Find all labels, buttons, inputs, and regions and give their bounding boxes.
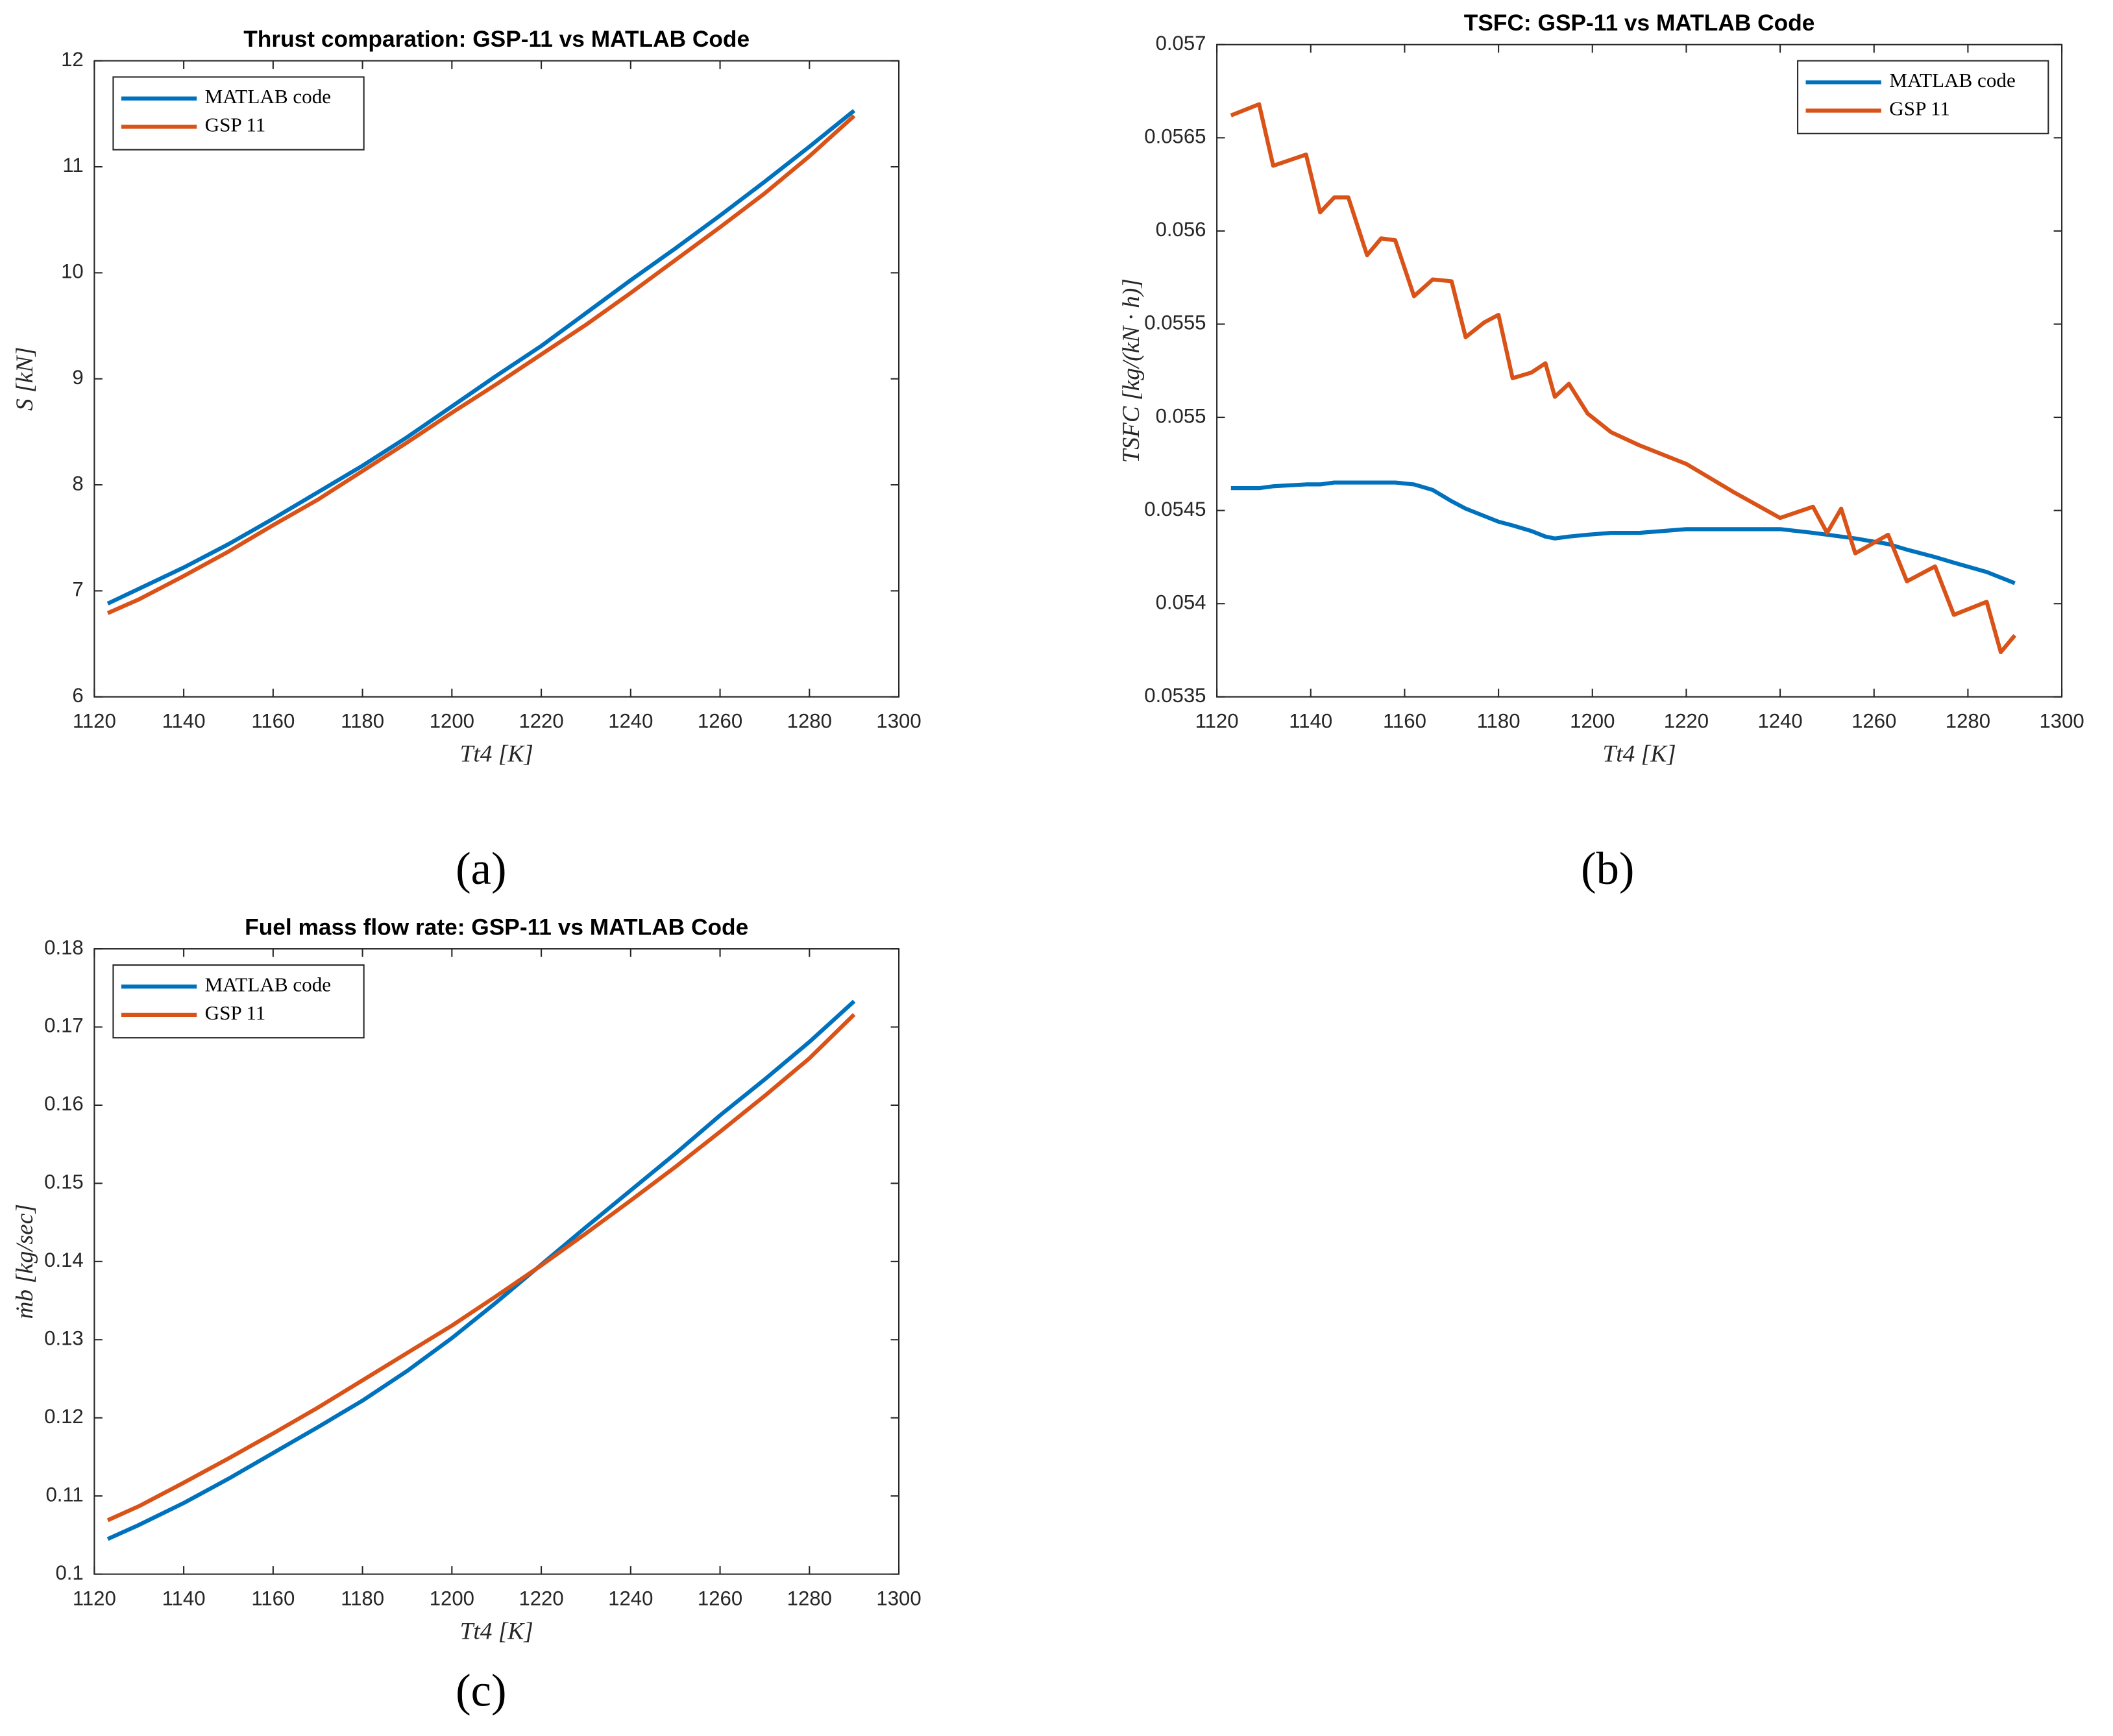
- x-tick-label: 1300: [2039, 709, 2084, 732]
- x-tick-label: 1300: [876, 1587, 921, 1609]
- legend-label: GSP 11: [1889, 97, 1950, 120]
- y-tick-label: 0.12: [44, 1405, 84, 1428]
- y-tick-label: 0.057: [1156, 32, 1206, 55]
- x-tick-label: 1220: [519, 709, 563, 732]
- series-line: [106, 999, 856, 1541]
- chart-panel: 1120 1140 1160 1180 1200 1220 1240 1260 1280 1300…: [12, 914, 922, 1716]
- plot-area: [93, 948, 900, 1575]
- x-tick-label: 1240: [608, 1587, 653, 1609]
- legend-label: MATLAB code: [1889, 69, 2016, 92]
- x-tick-label: 1280: [787, 709, 832, 732]
- legend-box: [1797, 60, 2049, 134]
- legend-box: [112, 964, 365, 1039]
- y-tick-label: 8: [72, 472, 83, 495]
- x-tick-label: 1260: [698, 1587, 742, 1609]
- x-tick-label: 1140: [162, 1587, 206, 1609]
- panel-caption: (c): [456, 1666, 506, 1717]
- legend-label: GSP 11: [205, 1001, 266, 1024]
- y-tick-label: 7: [72, 578, 83, 601]
- x-tick-label: 1120: [1195, 709, 1239, 732]
- x-tick-label: 1160: [251, 709, 295, 732]
- legend-box: [112, 76, 365, 151]
- series-line: [106, 1013, 856, 1522]
- y-tick-label: 0.15: [44, 1171, 84, 1193]
- x-tick-label: 1180: [341, 709, 384, 732]
- y-tick-label: 0.11: [45, 1483, 83, 1506]
- y-tick-label: 6: [72, 684, 83, 707]
- x-tick-label: 1140: [1289, 709, 1332, 732]
- y-axis-label: S [kN]: [12, 347, 38, 411]
- x-axis-label: Tt4 [K]: [460, 1619, 533, 1645]
- x-tick-label: 1200: [430, 709, 474, 732]
- legend-label: GSP 11: [205, 114, 266, 136]
- plot-area: [1216, 43, 2063, 698]
- x-tick-label: 1200: [1570, 709, 1615, 732]
- x-axis-label: Tt4 [K]: [1603, 741, 1676, 768]
- y-tick-label: 0.1: [55, 1561, 83, 1584]
- series-line: [1230, 102, 2017, 654]
- chart-panel: 1120 1140 1160 1180 1200 1220 1240 1260 1280 1300…: [12, 27, 922, 894]
- y-tick-label: 0.18: [44, 936, 84, 959]
- y-tick-label: 0.16: [44, 1092, 84, 1115]
- x-tick-label: 1280: [787, 1587, 832, 1609]
- series-line: [106, 114, 856, 615]
- x-tick-label: 1240: [1757, 709, 1802, 732]
- y-tick-label: 0.0555: [1144, 312, 1206, 334]
- x-tick-label: 1280: [1946, 709, 1990, 732]
- x-tick-label: 1180: [341, 1587, 384, 1609]
- x-tick-label: 1140: [162, 709, 206, 732]
- series-line: [106, 109, 856, 605]
- x-tick-label: 1300: [876, 709, 921, 732]
- x-tick-label: 1260: [698, 709, 742, 732]
- chart-title: Fuel mass flow rate: GSP-11 vs MATLAB Co…: [245, 914, 748, 940]
- y-tick-label: 10: [61, 260, 84, 283]
- panel-caption: (b): [1581, 844, 1634, 894]
- x-tick-label: 1120: [73, 1587, 116, 1609]
- series-line: [1230, 480, 2016, 585]
- chart-title: Thrust comparation: GSP-11 vs MATLAB Cod…: [243, 27, 750, 52]
- legend-label: MATLAB code: [205, 973, 331, 996]
- x-tick-label: 1200: [430, 1587, 474, 1609]
- plot-area: [93, 60, 900, 698]
- y-tick-label: 0.054: [1156, 591, 1206, 613]
- y-tick-label: 9: [72, 366, 83, 389]
- chart-panel: 1120 1140 1160 1180 1200 1220 1240 1260 1280 1300…: [1118, 10, 2084, 894]
- y-tick-label: 0.0565: [1144, 125, 1206, 148]
- y-tick-label: 0.13: [44, 1327, 84, 1350]
- x-tick-label: 1220: [1664, 709, 1709, 732]
- x-axis-label: Tt4 [K]: [460, 741, 533, 768]
- y-axis-label: TSFC [kg/(kN · h)]: [1118, 278, 1145, 463]
- panel-caption: (a): [456, 844, 506, 894]
- y-tick-label: 0.14: [44, 1249, 84, 1271]
- chart-title: TSFC: GSP-11 vs MATLAB Code: [1464, 10, 1815, 36]
- y-tick-label: 12: [61, 48, 84, 71]
- x-tick-label: 1180: [1477, 709, 1521, 732]
- y-tick-label: 0.056: [1156, 218, 1206, 241]
- y-tick-label: 0.0545: [1144, 498, 1206, 520]
- x-tick-label: 1220: [519, 1587, 563, 1609]
- y-tick-label: 0.055: [1156, 404, 1206, 427]
- x-tick-label: 1160: [1383, 709, 1426, 732]
- x-tick-label: 1160: [251, 1587, 295, 1609]
- x-tick-label: 1260: [1851, 709, 1896, 732]
- y-axis-label: ṁb [kg/sec]: [12, 1204, 38, 1319]
- y-tick-label: 11: [62, 154, 83, 177]
- legend-label: MATLAB code: [205, 85, 331, 108]
- y-tick-label: 0.0535: [1144, 684, 1206, 707]
- x-tick-label: 1120: [73, 709, 116, 732]
- x-tick-label: 1240: [608, 709, 653, 732]
- y-tick-label: 0.17: [44, 1014, 84, 1037]
